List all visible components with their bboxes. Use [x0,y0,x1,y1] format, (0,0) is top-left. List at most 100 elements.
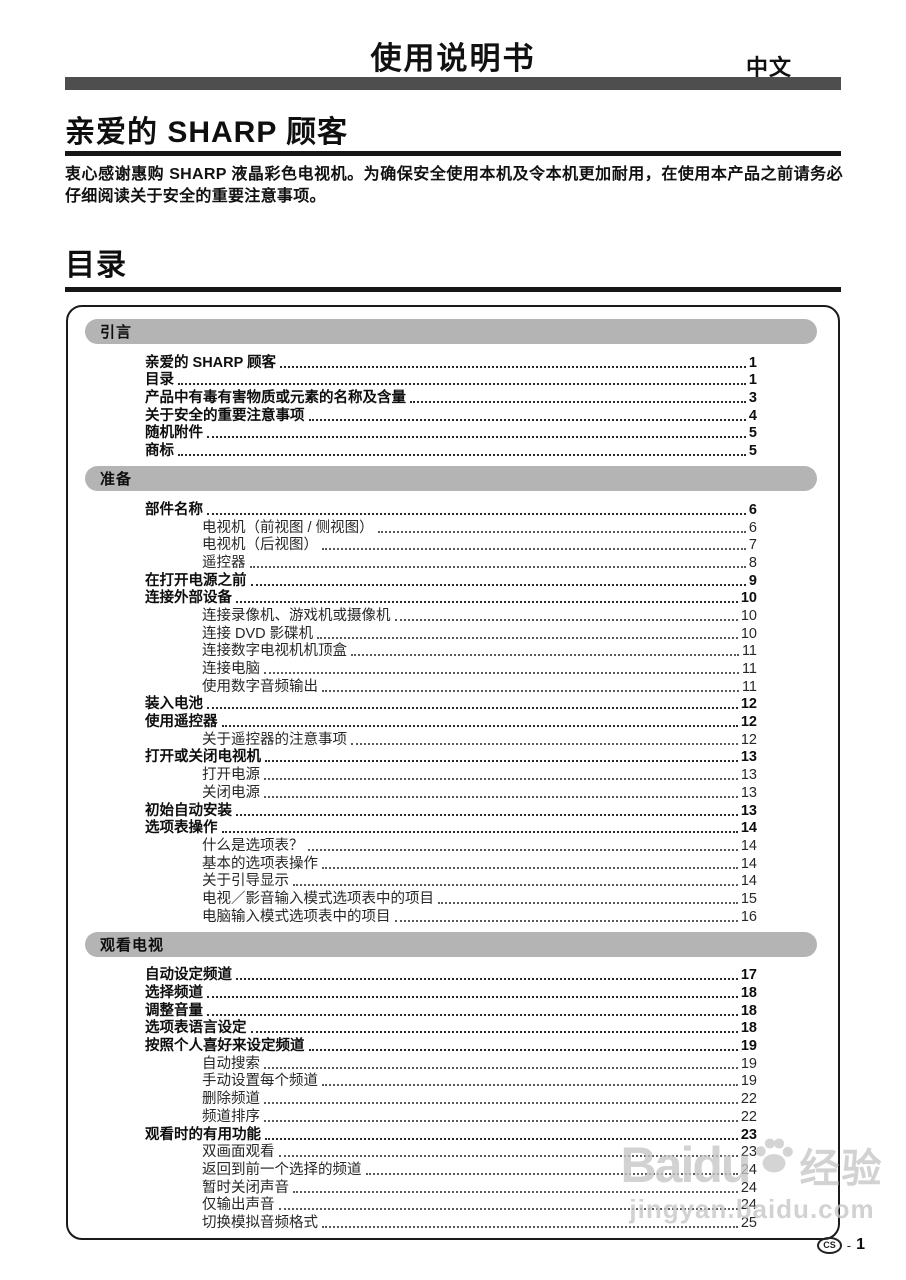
toc-entry: 连接 DVD 影碟机 10 [145,624,757,642]
toc-section-rows: 部件名称 6 电视机（前视图 / 侧视图） 6 电视机（后视图） 7 遥控器 8… [145,500,757,925]
toc-entry: 打开电源 13 [145,765,757,783]
toc-entry-title: 亲爱的 SHARP 顾客 [145,354,277,371]
toc-entry: 选择频道 18 [145,983,757,1001]
toc-entry-title: 观看时的有用功能 [145,1126,261,1143]
toc-entry-page-number: 11 [741,678,757,695]
toc-entry-page-number: 12 [740,714,757,731]
toc-entry-page-number: 7 [748,537,757,554]
toc-entry-dot-leader [322,866,738,869]
toc-entry-page-number: 6 [748,501,757,518]
toc-entry-title: 自动设定频道 [145,967,232,984]
toc-entry-page-number: 17 [740,967,757,984]
toc-section: 准备 部件名称 6 电视机（前视图 / 侧视图） 6 电视机（后视图） 7 遥控… [68,466,838,925]
toc-entry-page-number: 15 [740,890,757,907]
toc-entry-dot-leader [394,919,738,922]
toc-entry-title: 选项表语言设定 [145,1020,247,1037]
toc-entry-title: 选项表操作 [145,820,218,837]
toc-entry-dot-leader [250,1031,738,1034]
toc-entry-page-number: 13 [740,749,757,766]
toc-heading: 目录 [65,249,127,282]
toc-entry-dot-leader [280,365,746,368]
toc-entry-title: 返回到前一个选择的频道 [202,1161,362,1178]
toc-entry-title: 初始自动安装 [145,802,232,819]
toc-entry: 电视／影音输入模式选项表中的项目 15 [145,889,757,907]
toc-entry: 切换模拟音频格式 25 [145,1213,757,1231]
toc-section-header: 观看电视 [85,931,817,957]
toc-entry: 目录 1 [145,371,757,389]
toc-entry-dot-leader [322,1084,738,1087]
toc-entry-title: 部件名称 [145,501,203,518]
toc-entry-title: 暂时关闭声音 [202,1179,289,1196]
toc-entry-dot-leader [264,795,738,798]
toc-entry-title: 连接电脑 [202,661,260,677]
toc-entry-title: 连接数字电视机机顶盒 [202,643,347,660]
toc-entry: 连接录像机、游戏机或摄像机 10 [145,606,757,624]
toc-entry-page-number: 8 [748,554,757,571]
toc-entry-page-number: 14 [740,855,757,872]
toc-entry: 调整音量 18 [145,1001,757,1019]
toc-entry: 删除频道 22 [145,1089,757,1107]
language-label: 中文 [745,55,792,80]
toc-entry-dot-leader [365,1172,738,1175]
toc-entry: 观看时的有用功能 23 [145,1125,757,1143]
toc-entry-page-number: 11 [741,643,757,660]
toc-entry-title: 打开或关闭电视机 [145,749,261,766]
toc-entry-title: 电视／影音输入模式选项表中的项目 [202,890,434,907]
toc-entry: 关于安全的重要注意事项 4 [145,406,757,424]
toc-entry-dot-leader [207,436,746,439]
toc-entry-page-number: 11 [741,661,757,677]
toc-entry-title: 连接录像机、游戏机或摄像机 [202,607,391,624]
toc-entry-dot-leader [249,565,746,568]
toc-entry: 在打开电源之前 9 [145,571,757,589]
toc-entry-title: 商标 [145,443,174,460]
toc-entry: 商标 5 [145,441,757,459]
toc-entry-page-number: 12 [740,696,757,713]
toc-section: 引言 亲爱的 SHARP 顾客 1 目录 1 产品中有毒有害物质或元素的名称及含… [68,319,838,459]
toc-entry-dot-leader [221,725,738,728]
footer-page-number: 1 [856,1236,865,1253]
toc-entry-title: 打开电源 [202,767,260,784]
toc-entry: 电视机（前视图 / 侧视图） 6 [145,518,757,536]
toc-entry-title: 电视机（前视图 / 侧视图） [202,519,374,536]
toc-entry-title: 目录 [145,372,174,389]
toc-entry: 关于遥控器的注意事项 12 [145,730,757,748]
toc-entry-page-number: 1 [748,354,757,371]
toc-entry-title: 使用数字音频输出 [202,678,318,695]
toc-entry: 使用数字音频输出 11 [145,677,757,695]
toc-entry-title: 仅输出声音 [202,1197,275,1214]
toc-entry-page-number: 5 [748,443,757,460]
toc-entry-dot-leader [322,548,746,551]
toc-entry-page-number: 6 [748,519,757,536]
toc-entry-title: 使用遥控器 [145,714,218,731]
toc-entry-title: 装入电池 [145,696,203,713]
toc-entry-page-number: 12 [740,731,757,748]
toc-entry-title: 关闭电源 [202,784,260,801]
toc-entry-page-number: 22 [740,1108,757,1125]
toc-entry-title: 双画面观看 [202,1144,275,1161]
page-footer: CS - 1 [817,1236,865,1254]
toc-section-header: 引言 [85,319,817,344]
toc-entry-dot-leader [322,1225,738,1228]
toc-entry: 连接外部设备 10 [145,589,757,606]
toc-entry-dot-leader [264,672,739,674]
manual-title: 使用说明书 [370,41,536,76]
toc-entry-dot-leader [178,454,746,457]
toc-entry-page-number: 5 [748,425,757,442]
toc-entry: 遥控器 8 [145,553,757,571]
toc-entry-page-number: 9 [748,572,757,589]
toc-entry: 使用遥控器 12 [145,712,757,730]
toc-entry-title: 在打开电源之前 [145,572,247,589]
toc-entry: 返回到前一个选择的频道 24 [145,1160,757,1178]
toc-entry: 按照个人喜好来设定频道 19 [145,1036,757,1054]
toc-entry-dot-leader [410,401,746,404]
toc-entry-dot-leader [264,778,738,781]
footer-cs-badge: CS [817,1236,842,1254]
toc-entry-title: 连接 DVD 影碟机 [202,625,314,642]
toc-section-rows: 自动设定频道 17 选择频道 18 调整音量 18 选项表语言设定 18 按照个… [145,966,757,1231]
toc-entry-page-number: 24 [740,1161,757,1178]
toc-entry-title: 删除频道 [202,1091,260,1108]
toc-entry-dot-leader [221,831,738,834]
toc-entry-title: 切换模拟音频格式 [202,1214,318,1231]
toc-entry: 连接电脑 11 [145,659,757,677]
toc-entry-page-number: 3 [748,390,757,407]
